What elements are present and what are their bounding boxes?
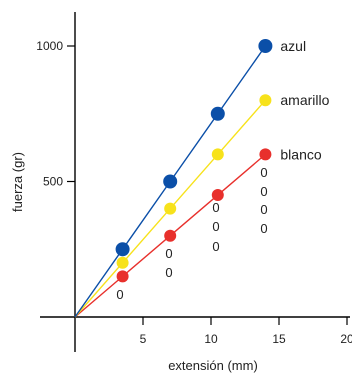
data-point-amarillo (259, 94, 272, 107)
zero-annotation: 0 (212, 239, 219, 254)
annotations: 0 0 0 0 0 0 0 0 0 0 (116, 165, 267, 302)
x-tick-label: 10 (204, 332, 218, 346)
zero-annotation: 0 (212, 219, 219, 234)
x-tick-label: 5 (140, 332, 147, 346)
data-point-blanco (211, 189, 224, 202)
data-point-azul (163, 174, 178, 189)
x-tick-label: 15 (272, 332, 286, 346)
zero-annotation: 0 (212, 200, 219, 215)
ticks: 5 10 15 20 500 1000 (36, 39, 352, 346)
data-point-azul (258, 39, 273, 53)
zero-annotation: 0 (165, 246, 172, 261)
series-label-amarillo: amarillo (280, 92, 329, 108)
series-label-azul: azul (280, 38, 306, 54)
zero-annotation: 0 (260, 165, 267, 180)
data-point-amarillo (164, 202, 177, 215)
data-point-blanco (164, 229, 177, 242)
data-point-blanco (116, 270, 129, 283)
zero-annotation: 0 (165, 265, 172, 280)
zero-annotation: 0 (116, 287, 123, 302)
series-layer: blanco amarillo azul (74, 38, 330, 318)
y-tick-label: 1000 (36, 39, 63, 53)
x-tick-label: 20 (340, 332, 352, 346)
y-axis-title: fuerza (gr) (10, 152, 25, 212)
y-tick-label: 500 (43, 175, 63, 189)
zero-annotation: 0 (260, 221, 267, 236)
data-point-azul (115, 242, 130, 257)
series-label-blanco: blanco (280, 146, 321, 162)
data-point-amarillo (211, 148, 224, 161)
data-point-amarillo (116, 256, 129, 269)
x-axis-title: extensión (mm) (168, 358, 258, 373)
data-point-blanco (259, 148, 272, 161)
zero-annotation: 0 (260, 202, 267, 217)
zero-annotation: 0 (260, 184, 267, 199)
data-point-azul (210, 106, 225, 121)
